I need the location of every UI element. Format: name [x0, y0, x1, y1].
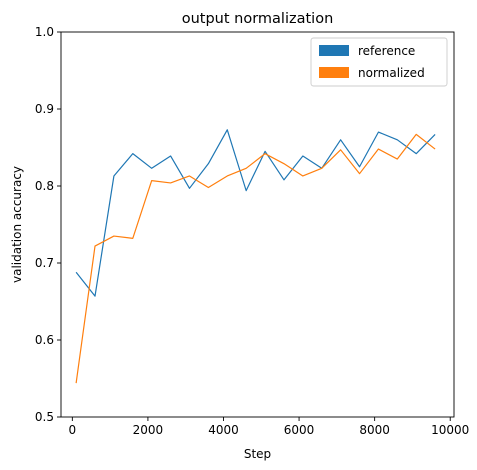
plot-area: 0 2000 4000 6000 8000 10000 0.5 0.6 0.7 0.8 0.9 1.0	[35, 25, 469, 437]
legend-label-reference: reference	[358, 44, 415, 58]
x-tick-label: 10000	[431, 423, 469, 437]
y-tick-label: 0.6	[35, 333, 54, 347]
y-tick-label: 0.7	[35, 256, 54, 270]
x-tick-label: 0	[69, 423, 77, 437]
x-tick-label: 8000	[359, 423, 390, 437]
chart-title: output normalization	[182, 11, 334, 27]
series-line-normalized	[75, 133, 436, 384]
series-line-reference	[75, 129, 436, 297]
legend: reference normalized	[310, 37, 448, 87]
y-axis-label: validation accuracy	[10, 166, 24, 283]
axes-frame	[60, 31, 455, 418]
legend-label-normalized: normalized	[358, 66, 425, 80]
y-tick-label: 0.9	[35, 102, 54, 116]
y-tick-label: 0.5	[35, 410, 54, 424]
y-tick-label: 1.0	[35, 25, 54, 39]
legend-swatch-reference	[319, 45, 349, 56]
legend-swatch-normalized	[319, 67, 349, 78]
x-tick-label: 4000	[208, 423, 239, 437]
x-tick-label: 6000	[284, 423, 315, 437]
x-axis-label: Step	[244, 447, 271, 461]
y-tick-label: 0.8	[35, 179, 54, 193]
x-tick-label: 2000	[133, 423, 164, 437]
